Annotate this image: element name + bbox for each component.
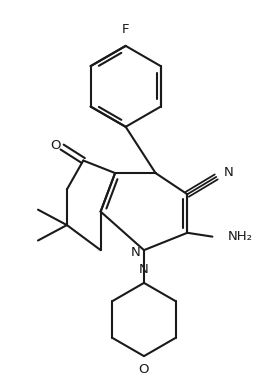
Text: O: O	[50, 139, 61, 152]
Text: O: O	[139, 363, 149, 376]
Text: N: N	[130, 246, 140, 259]
Text: NH₂: NH₂	[228, 230, 253, 243]
Text: N: N	[139, 263, 149, 276]
Text: N: N	[224, 166, 234, 178]
Text: F: F	[122, 23, 130, 36]
